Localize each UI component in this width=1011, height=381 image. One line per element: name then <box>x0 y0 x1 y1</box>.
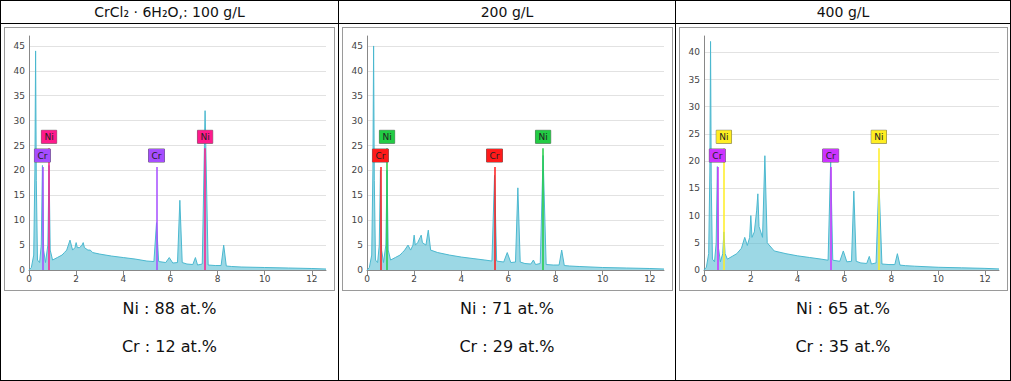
svg-text:20: 20 <box>14 165 26 175</box>
svg-text:6: 6 <box>842 274 848 284</box>
html-text:Ni : 71 at.%: Ni : 71 at.% <box>460 299 554 318</box>
svg-text:10: 10 <box>932 274 944 284</box>
svg-text:0: 0 <box>364 274 370 284</box>
svg-text:0: 0 <box>26 274 32 284</box>
html-text:Ni : 65 at.%: Ni : 65 at.% <box>796 299 890 318</box>
svg-text:2: 2 <box>411 274 417 284</box>
svg-text:0: 0 <box>357 265 363 275</box>
svg-text:30: 30 <box>14 116 26 126</box>
svg-text:Ni: Ni <box>874 132 883 142</box>
svg-text:4: 4 <box>795 274 801 284</box>
svg-text:40: 40 <box>352 66 364 76</box>
svg-text:25: 25 <box>352 141 363 151</box>
svg-text:20: 20 <box>689 156 701 166</box>
svg-text:30: 30 <box>352 116 364 126</box>
svg-text:4: 4 <box>120 274 126 284</box>
svg-text:25: 25 <box>689 129 700 139</box>
svg-text:0: 0 <box>701 274 707 284</box>
svg-text:0: 0 <box>19 265 25 275</box>
svg-text:Ni: Ni <box>719 132 728 142</box>
svg-text:Ni: Ni <box>44 132 53 142</box>
svg-text:Cr: Cr <box>152 151 162 161</box>
svg-text:Cr: Cr <box>826 151 836 161</box>
svg-text:Cr: Cr <box>490 151 500 161</box>
svg-text:Ni: Ni <box>382 132 391 142</box>
svg-text:15: 15 <box>14 190 25 200</box>
svg-text:6: 6 <box>506 274 512 284</box>
svg-text:8: 8 <box>888 274 894 284</box>
svg-text:35: 35 <box>352 91 363 101</box>
html-text:Cr : 12 at.%: Cr : 12 at.% <box>121 337 218 356</box>
svg-text:2: 2 <box>748 274 754 284</box>
svg-text:15: 15 <box>352 190 363 200</box>
svg-text:40: 40 <box>14 66 26 76</box>
svg-text:25: 25 <box>14 141 25 151</box>
svg-text:10: 10 <box>14 215 26 225</box>
svg-text:12: 12 <box>979 274 990 284</box>
svg-text:0: 0 <box>694 265 700 275</box>
svg-text:15: 15 <box>689 183 700 193</box>
svg-text:2: 2 <box>73 274 79 284</box>
svg-text:45: 45 <box>14 41 25 51</box>
svg-text:45: 45 <box>352 41 363 51</box>
svg-text:10: 10 <box>597 274 609 284</box>
svg-text:5: 5 <box>694 238 700 248</box>
svg-text:Ni: Ni <box>538 132 547 142</box>
svg-text:12: 12 <box>306 274 317 284</box>
svg-text:5: 5 <box>357 240 363 250</box>
svg-text:40: 40 <box>689 47 701 57</box>
svg-text:8: 8 <box>553 274 559 284</box>
html-text:200 g/L: 200 g/L <box>480 4 534 20</box>
svg-text:35: 35 <box>14 91 25 101</box>
svg-text:12: 12 <box>644 274 655 284</box>
svg-text:10: 10 <box>259 274 271 284</box>
html-text:Cr : 35 at.%: Cr : 35 at.% <box>795 337 891 356</box>
svg-text:Cr: Cr <box>37 151 47 161</box>
svg-text:6: 6 <box>168 274 174 284</box>
html-text:CrCl₂ · 6H₂O,: 100 g/L: CrCl₂ · 6H₂O,: 100 g/L <box>94 4 245 20</box>
html-text:400 g/L: 400 g/L <box>816 4 870 20</box>
svg-text:30: 30 <box>689 102 701 112</box>
html-text:Cr : 29 at.%: Cr : 29 at.% <box>459 337 555 356</box>
svg-text:20: 20 <box>352 165 364 175</box>
svg-text:35: 35 <box>689 75 700 85</box>
html-text:Ni : 88 at.%: Ni : 88 at.% <box>122 299 217 318</box>
svg-text:Ni: Ni <box>200 132 209 142</box>
svg-text:8: 8 <box>215 274 221 284</box>
svg-text:10: 10 <box>689 211 701 221</box>
svg-text:Cr: Cr <box>375 151 385 161</box>
svg-text:4: 4 <box>458 274 464 284</box>
svg-text:Cr: Cr <box>712 151 722 161</box>
svg-text:10: 10 <box>352 215 364 225</box>
svg-text:5: 5 <box>19 240 25 250</box>
